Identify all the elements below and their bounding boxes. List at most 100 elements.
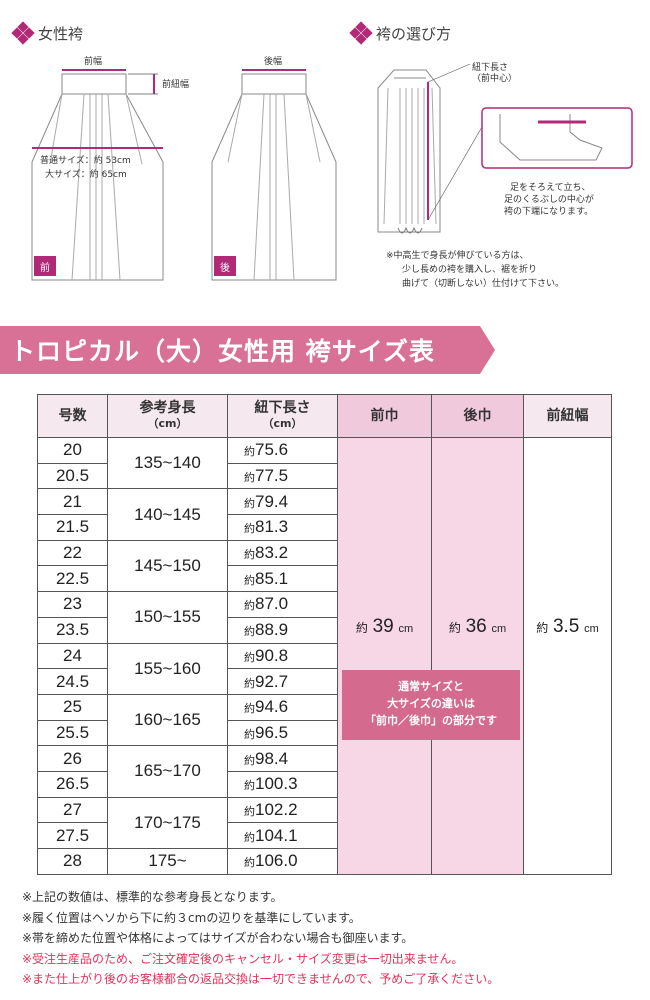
length-cell: 約94.6 <box>227 693 338 721</box>
height-cell: 140~145 <box>107 488 228 541</box>
note-line-1: ※中高生で身長が伸びている方は、 <box>386 251 529 261</box>
table-row: 24.5 約92.7 <box>37 668 612 695</box>
height-cell: 135~140 <box>107 436 228 490</box>
length-cell: 約85.1 <box>227 565 338 593</box>
length-cell: 約92.7 <box>227 668 338 695</box>
length-cell: 約87.0 <box>227 591 338 618</box>
height-cell: 165~170 <box>107 745 228 798</box>
back-hakama-figure: 後幅 後 <box>208 52 338 284</box>
section-header-how-to-choose: 袴の選び方 <box>349 21 452 45</box>
table-row: 27 170~175 約102.2 <box>37 796 612 850</box>
normal-size-label: 普通サイズ：約 53cm <box>40 156 131 166</box>
section-title: 袴の選び方 <box>376 24 452 43</box>
header-back: 後巾 <box>431 394 524 438</box>
length-cell: 約79.4 <box>227 488 338 516</box>
warning-note: ※また仕上がり後のお客様都合の返品交換は一切できませんので、予めご了承ください。 <box>22 972 500 986</box>
table-row: 20.5 約77.5 <box>37 462 612 490</box>
header-height: 参考身長 （cm） <box>107 394 228 438</box>
note-line-2: 少し長めの袴を購入し、裾を折り <box>402 265 538 275</box>
note-item: ※履く位置はヘソから下に約３cmの辺りを基準にしています。 <box>22 910 361 925</box>
choose-drawing <box>377 63 633 234</box>
foot-caption-1: 足をそろえて立ち、 <box>510 183 591 193</box>
table-row: 25 160~165 約94.6 <box>37 693 612 747</box>
table-row: 23 150~155 約87.0 <box>37 591 612 644</box>
size-number-cell: 25.5 <box>37 719 108 747</box>
himo-width-cell: 約 3.5 cm <box>523 437 612 875</box>
front-hakama-figure: 前幅 前紐幅 普通サイズ：約 53cm 大サイズ：約 65cm 前 <box>28 52 189 284</box>
header-length: 紐下長さ （cm） <box>227 394 338 438</box>
height-cell: 150~155 <box>107 591 228 644</box>
size-number-cell: 26 <box>37 745 108 772</box>
front-hakama-drawing <box>31 69 164 281</box>
himo-length-label: 紐下長さ <box>472 63 509 73</box>
note-line-3: 曲げて（切断しない）仕付けて下さい。 <box>402 279 565 289</box>
table-body: 20 135~140 約75.6 約 39 cm 約 36 cm 約 3.5 cm 20.5… <box>37 436 612 875</box>
table-row: 22.5 約85.1 <box>37 565 612 593</box>
size-number-cell: 23 <box>37 591 108 618</box>
length-cell: 約88.9 <box>227 616 338 644</box>
himo-center-label: （前中心） <box>472 74 518 84</box>
section-header-women-hakama: 女性袴 <box>11 21 84 45</box>
length-cell: 約98.4 <box>227 745 338 772</box>
table-row: 28 175~ 約106.0 <box>37 848 612 875</box>
height-cell: 175~ <box>107 848 228 875</box>
note-box-line-3: 「前巾／後巾」の部分です <box>365 714 497 727</box>
size-number-cell: 28 <box>37 848 108 875</box>
length-cell: 約83.2 <box>227 539 338 567</box>
choose-figure: 紐下長さ （前中心） 足をそろえて立ち、 足のくるぶしの中心が 袴の下端になりま… <box>370 52 640 302</box>
back-width-label: 後幅 <box>264 57 283 67</box>
length-cell: 約104.1 <box>227 822 338 849</box>
size-number-cell: 27.5 <box>37 822 108 849</box>
size-number-cell: 20.5 <box>37 462 108 490</box>
section-title: 女性袴 <box>38 24 84 43</box>
note-item: ※帯を締めた位置や体格によってはサイズが合わない場合も御座います。 <box>22 931 414 945</box>
note-item: ※上記の数値は、標準的な参考身長となります。 <box>22 890 283 904</box>
length-cell: 約102.2 <box>227 796 338 824</box>
warning-note: ※受注生産品のため、ご注文確定後のキャンセル・サイズ変更は一切出来ません。 <box>22 951 464 966</box>
banner-title: トロピカル（大）女性用 袴サイズ表 <box>10 337 435 366</box>
table-row: 21 140~145 約79.4 <box>37 488 612 541</box>
front-width-label: 前幅 <box>84 57 103 67</box>
size-number-cell: 22.5 <box>37 565 108 593</box>
size-number-cell: 21 <box>37 488 108 516</box>
diamond-icon <box>349 21 373 45</box>
foot-caption-2: 足のくるぶしの中心が <box>504 195 594 205</box>
size-table: 号数 参考身長 （cm） 紐下長さ （cm） 前巾 後巾 前紐幅 20 135~140… <box>37 394 612 875</box>
back-hakama-drawing <box>211 69 337 281</box>
size-number-cell: 22 <box>37 539 108 567</box>
size-difference-note: 通常サイズと 大サイズの違いは 「前巾／後巾」の部分です <box>342 670 520 740</box>
front-width-cell: 約 39 cm <box>337 437 432 875</box>
header-num: 号数 <box>37 394 108 438</box>
table-row: 26 165~170 約98.4 <box>37 745 612 798</box>
table-row: 26.5 約100.3 <box>37 770 612 798</box>
length-cell: 約100.3 <box>227 770 338 798</box>
diamond-icon <box>11 21 35 45</box>
size-number-cell: 24.5 <box>37 668 108 695</box>
size-number-cell: 26.5 <box>37 770 108 798</box>
back-tag: 後 <box>214 256 236 276</box>
size-number-cell: 20 <box>37 437 108 464</box>
front-tag: 前 <box>34 256 56 276</box>
size-table-banner: トロピカル（大）女性用 袴サイズ表 <box>0 326 495 374</box>
length-cell: 約90.8 <box>227 642 338 670</box>
length-cell: 約81.3 <box>227 514 338 541</box>
size-number-cell: 21.5 <box>37 514 108 541</box>
size-number-cell: 23.5 <box>37 616 108 644</box>
length-cell: 約75.6 <box>227 437 338 464</box>
height-cell: 170~175 <box>107 796 228 850</box>
footer-notes: ※上記の数値は、標準的な参考身長となります。 ※履く位置はヘソから下に約３cmの… <box>22 887 499 990</box>
table-row: 24 155~160 約90.8 <box>37 642 612 695</box>
size-number-cell: 24 <box>37 642 108 670</box>
header-himo: 前紐幅 <box>523 394 612 438</box>
length-cell: 約96.5 <box>227 719 338 747</box>
note-box-line-2: 大サイズの違いは <box>387 697 475 710</box>
size-number-cell: 27 <box>37 796 108 824</box>
height-cell: 155~160 <box>107 642 228 695</box>
length-cell: 約106.0 <box>227 848 338 875</box>
height-cell: 145~150 <box>107 539 228 593</box>
length-cell: 約77.5 <box>227 462 338 490</box>
note-box-line-1: 通常サイズと <box>398 680 464 693</box>
front-himo-width-label: 前紐幅 <box>162 80 190 90</box>
height-cell: 160~165 <box>107 693 228 747</box>
table-row: 23.5 約88.9 <box>37 616 612 644</box>
